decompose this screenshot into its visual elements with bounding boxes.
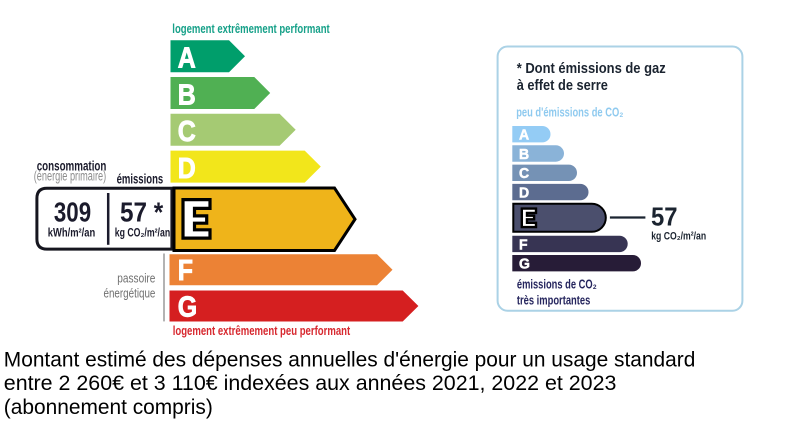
svg-text:entre 2 260€ et 3 110€ indexée: entre 2 260€ et 3 110€ indexées aux anné… — [4, 372, 617, 395]
svg-text:consommation: consommation — [37, 157, 107, 173]
svg-text:logement extrêmement peu perfo: logement extrêmement peu performant — [173, 323, 351, 338]
svg-text:57: 57 — [651, 202, 678, 232]
svg-text:à effet de serre: à effet de serre — [517, 77, 608, 94]
svg-text:(énergie primaire): (énergie primaire) — [34, 168, 107, 183]
svg-text:Montant estimé des dépenses an: Montant estimé des dépenses annuelles d'… — [4, 349, 696, 372]
svg-text:très importantes: très importantes — [517, 293, 590, 308]
svg-text:F: F — [519, 237, 528, 253]
svg-text:(abonnement compris): (abonnement compris) — [4, 396, 213, 419]
svg-text:logement extrêmement performan: logement extrêmement performant — [172, 21, 330, 36]
svg-text:émissions de CO₂: émissions de CO₂ — [517, 276, 597, 291]
svg-text:peu d'émissions de CO₂: peu d'émissions de CO₂ — [516, 104, 623, 119]
svg-text:énergétique: énergétique — [104, 286, 156, 301]
svg-text:A: A — [519, 127, 530, 143]
svg-text:F: F — [178, 254, 193, 286]
svg-text:B: B — [178, 79, 196, 111]
svg-text:57 *: 57 * — [120, 196, 164, 227]
svg-text:* Dont émissions de gaz: * Dont émissions de gaz — [517, 60, 666, 77]
svg-text:B: B — [519, 147, 529, 163]
svg-text:émissions: émissions — [117, 171, 164, 187]
svg-text:A: A — [178, 42, 196, 74]
svg-text:kg CO₂/m²/an: kg CO₂/m²/an — [651, 231, 706, 243]
svg-text:kg CO₂/m²/an: kg CO₂/m²/an — [115, 228, 171, 240]
svg-text:C: C — [519, 166, 530, 182]
svg-text:G: G — [178, 291, 197, 323]
svg-text:G: G — [519, 256, 530, 272]
svg-text:kWh/m²/an: kWh/m²/an — [48, 228, 96, 240]
svg-text:passoire: passoire — [117, 271, 155, 286]
svg-text:309: 309 — [54, 196, 91, 227]
svg-text:C: C — [178, 115, 196, 147]
svg-text:D: D — [178, 152, 196, 184]
svg-text:D: D — [519, 185, 529, 201]
